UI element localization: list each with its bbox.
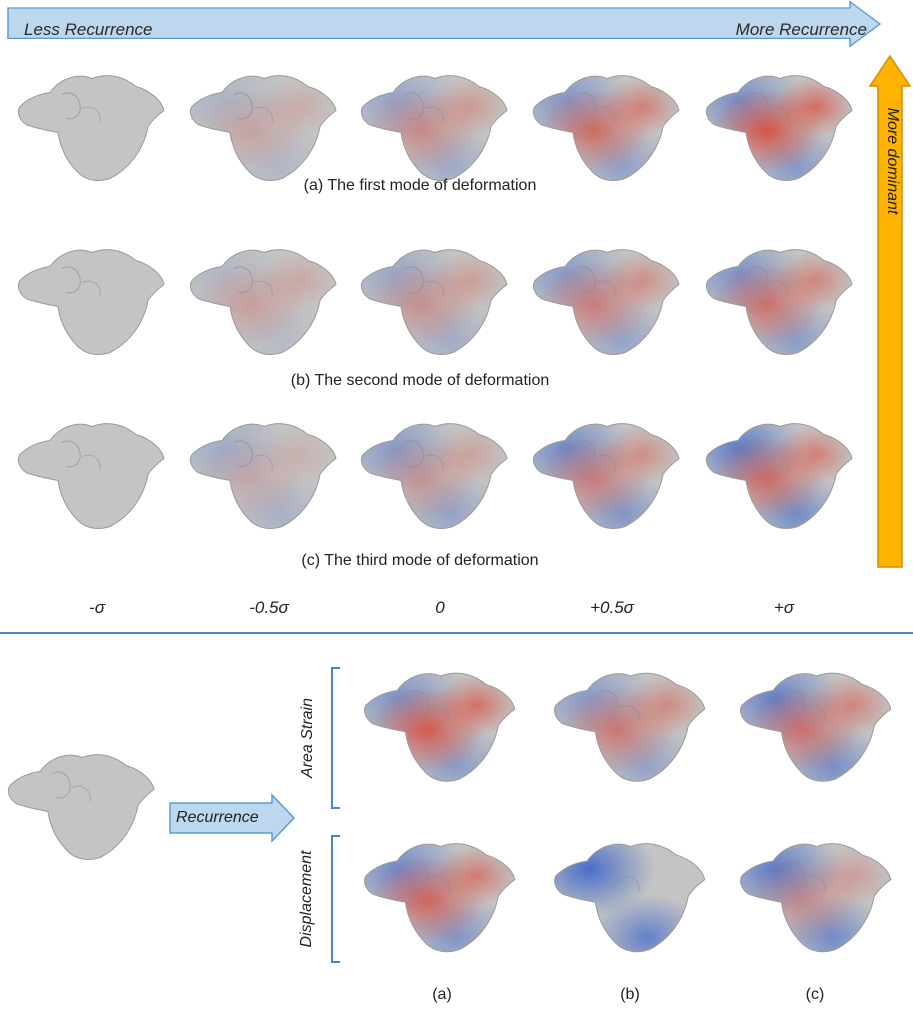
displacement-heart-mesh xyxy=(734,824,899,969)
group-brackets xyxy=(331,667,340,963)
heart-mesh xyxy=(12,410,172,540)
heart-mesh-shape xyxy=(189,423,337,529)
baseline-heart-mesh xyxy=(2,736,162,876)
heart-mesh xyxy=(355,236,515,366)
heart-mesh xyxy=(184,410,344,540)
more-recurrence-label: More Recurrence xyxy=(735,20,867,39)
heart-mesh-shape xyxy=(360,75,508,181)
caption-third-mode: (c) The third mode of deformation xyxy=(301,552,539,569)
heart-mesh-shape xyxy=(360,249,508,355)
heart-mesh xyxy=(184,236,344,366)
heart-mesh-shape xyxy=(740,843,892,953)
heart-mesh xyxy=(12,62,172,192)
heart-mesh-shape xyxy=(532,249,680,355)
sigma-label-plus-one: +σ xyxy=(773,598,795,617)
heart-mesh xyxy=(527,236,687,366)
column-label-b: (b) xyxy=(620,986,640,1003)
sigma-label-minus-half: -0.5σ xyxy=(249,598,289,617)
section-divider xyxy=(0,632,913,634)
heart-mesh-shape xyxy=(364,672,516,782)
less-recurrence-label: Less Recurrence xyxy=(24,20,153,39)
heart-mesh xyxy=(700,410,860,540)
recurrence-process-label: Recurrence xyxy=(176,809,259,826)
heart-mesh-shape xyxy=(7,754,155,860)
heart-mesh-shape xyxy=(554,672,706,782)
heart-mesh xyxy=(527,62,687,192)
area-strain-heart-mesh xyxy=(358,656,523,796)
column-label-c: (c) xyxy=(805,986,825,1003)
heart-mesh-shape xyxy=(17,249,165,355)
displacement-heart-mesh xyxy=(358,824,523,969)
area-strain-heart-mesh xyxy=(548,656,713,796)
sigma-label-zero: 0 xyxy=(435,598,445,617)
heart-mesh-shape xyxy=(705,423,853,529)
heart-mesh-shape xyxy=(360,423,508,529)
heart-mesh xyxy=(355,62,515,192)
dominance-arrow xyxy=(868,54,912,568)
heart-mesh-shape xyxy=(364,843,516,953)
heart-mesh xyxy=(355,410,515,540)
recurrence-process-arrow xyxy=(169,793,296,843)
heart-mesh-shape xyxy=(554,843,706,953)
deformation-grid xyxy=(12,62,860,540)
heart-mesh xyxy=(12,236,172,366)
area-strain-heart-mesh xyxy=(734,656,899,796)
heart-mesh-shape xyxy=(17,423,165,529)
area-strain-label: Area Strain xyxy=(299,697,316,779)
displacement-heart-mesh xyxy=(548,824,713,969)
displacement-label: Displacement xyxy=(298,850,315,948)
heart-mesh xyxy=(184,62,344,192)
heart-mesh xyxy=(700,62,860,192)
heart-mesh-shape xyxy=(532,75,680,181)
heart-mesh-shape xyxy=(189,249,337,355)
heart-mesh-shape xyxy=(189,75,337,181)
column-label-a: (a) xyxy=(432,986,452,1003)
heart-mesh-shape xyxy=(532,423,680,529)
caption-second-mode: (b) The second mode of deformation xyxy=(290,372,550,389)
heart-mesh xyxy=(700,236,860,366)
recurrence-arrow xyxy=(7,0,882,48)
sigma-label-plus-half: +0.5σ xyxy=(590,598,634,617)
caption-first-mode: (a) The first mode of deformation xyxy=(303,177,537,194)
sigma-label-minus-one: -σ xyxy=(89,598,105,617)
heart-mesh xyxy=(527,410,687,540)
heart-mesh-shape xyxy=(17,75,165,181)
heart-mesh-shape xyxy=(740,672,892,782)
heart-mesh-shape xyxy=(705,75,853,181)
recurrence-result-panel xyxy=(0,636,913,1012)
heart-mesh-shape xyxy=(705,249,853,355)
